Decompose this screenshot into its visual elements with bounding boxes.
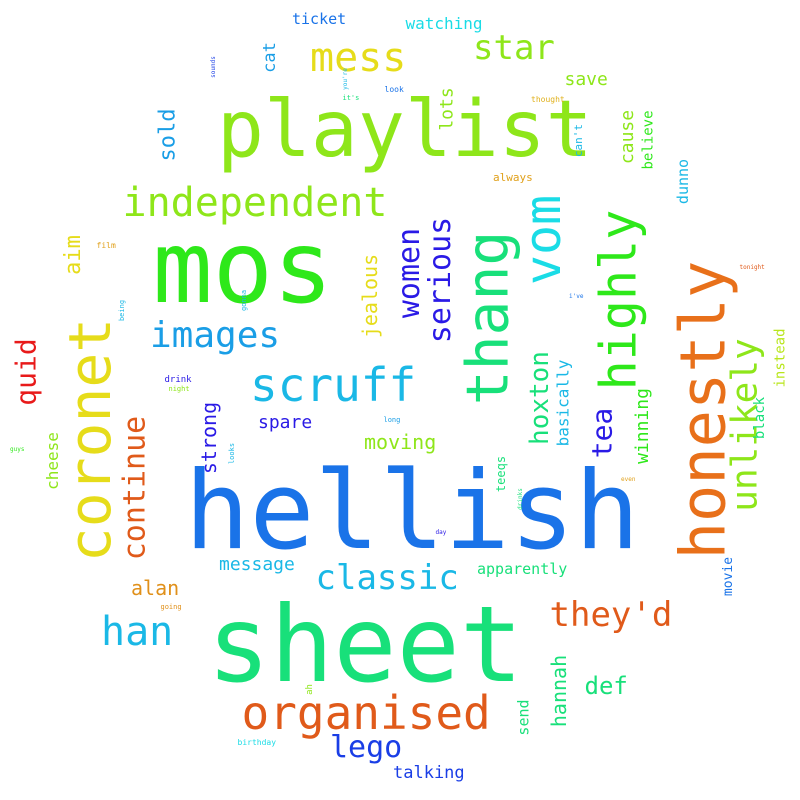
word-def: def [584, 672, 628, 700]
word-thang: thang [452, 230, 521, 406]
word-cause: cause [617, 109, 639, 165]
word-women: women [392, 227, 428, 319]
word-hannah: hannah [547, 654, 572, 728]
word-i-ve: i've [569, 293, 584, 300]
word-continue: continue [116, 415, 152, 561]
word-black: black [752, 396, 769, 440]
word-winning: winning [631, 388, 653, 464]
word-lots: lots [436, 87, 458, 131]
word-star: star [473, 28, 555, 68]
word-cheese: cheese [42, 432, 62, 490]
word-scruff: scruff [250, 358, 417, 412]
word-sold: sold [154, 108, 180, 162]
word-images: images [150, 315, 281, 356]
word-organised: organised [241, 686, 491, 740]
word-film: film [96, 241, 116, 250]
word-mess: mess [310, 35, 407, 81]
word-teeqs: teeqs [494, 455, 509, 493]
word-going: going [160, 602, 182, 611]
word-mos: mos [152, 209, 334, 326]
word-watching: watching [405, 14, 483, 33]
word-playlist: playlist [217, 85, 593, 175]
word-cat: cat [259, 41, 280, 73]
word-save: save [564, 69, 608, 90]
word-independent: independent [122, 180, 388, 226]
word-tonight: tonight [739, 264, 765, 271]
word-sounds: sounds [209, 56, 217, 78]
word-dunno: dunno [673, 158, 692, 204]
word-vom: vom [514, 194, 573, 286]
word-night: night [168, 384, 190, 393]
word-strong: strong [197, 401, 222, 475]
word-moving: moving [364, 430, 437, 454]
word-guys: guys [10, 446, 25, 453]
word-talking: talking [393, 762, 465, 783]
word-ah: ah [304, 683, 315, 695]
word-can-t: can't [571, 123, 585, 157]
word-spare: spare [258, 412, 313, 433]
word-send: send [514, 698, 533, 736]
word-tea: tea [584, 407, 618, 459]
word-birthday: birthday [237, 738, 277, 747]
word-han: han [101, 609, 174, 655]
word-looks: looks [227, 442, 236, 464]
word-drinks: drinks [516, 488, 524, 510]
word-serious: serious [423, 216, 459, 344]
word-they-d: they'd [549, 595, 673, 635]
word-believe: believe [640, 110, 657, 170]
word-hoxton: hoxton [524, 351, 555, 445]
word-always: always [493, 170, 533, 184]
word-sheet: sheet [207, 583, 524, 706]
word-apparently: apparently [477, 559, 568, 578]
word-day: day [435, 529, 447, 536]
word-classic: classic [315, 558, 459, 598]
word-coronet: coronet [56, 317, 125, 563]
word-you-re: you're [341, 68, 349, 90]
word-being: being [117, 299, 126, 321]
word-gonna: gonna [239, 289, 248, 311]
word-ticket: ticket [292, 9, 347, 28]
word-movie: movie [720, 556, 736, 596]
word-long: long [383, 415, 401, 424]
word-message: message [219, 554, 295, 575]
word-it-s: it's [342, 93, 360, 102]
word-highly: highly [588, 209, 647, 391]
word-quid: quid [9, 338, 43, 406]
word-drink: drink [164, 374, 192, 385]
word-hellish: hellish [184, 449, 640, 574]
word-aim: aim [60, 235, 86, 275]
word-thought: thought [531, 95, 565, 104]
word-basically: basically [552, 359, 572, 447]
word-instead: instead [772, 328, 789, 388]
word-look: look [384, 85, 404, 94]
word-alan: alan [131, 576, 180, 600]
word-jealous: jealous [358, 253, 383, 339]
word-even: even [621, 476, 636, 483]
word-lego: lego [330, 730, 403, 765]
